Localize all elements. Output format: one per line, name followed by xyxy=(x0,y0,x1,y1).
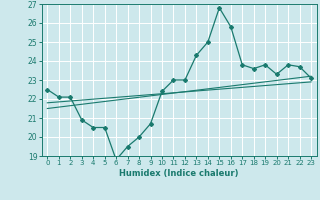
X-axis label: Humidex (Indice chaleur): Humidex (Indice chaleur) xyxy=(119,169,239,178)
